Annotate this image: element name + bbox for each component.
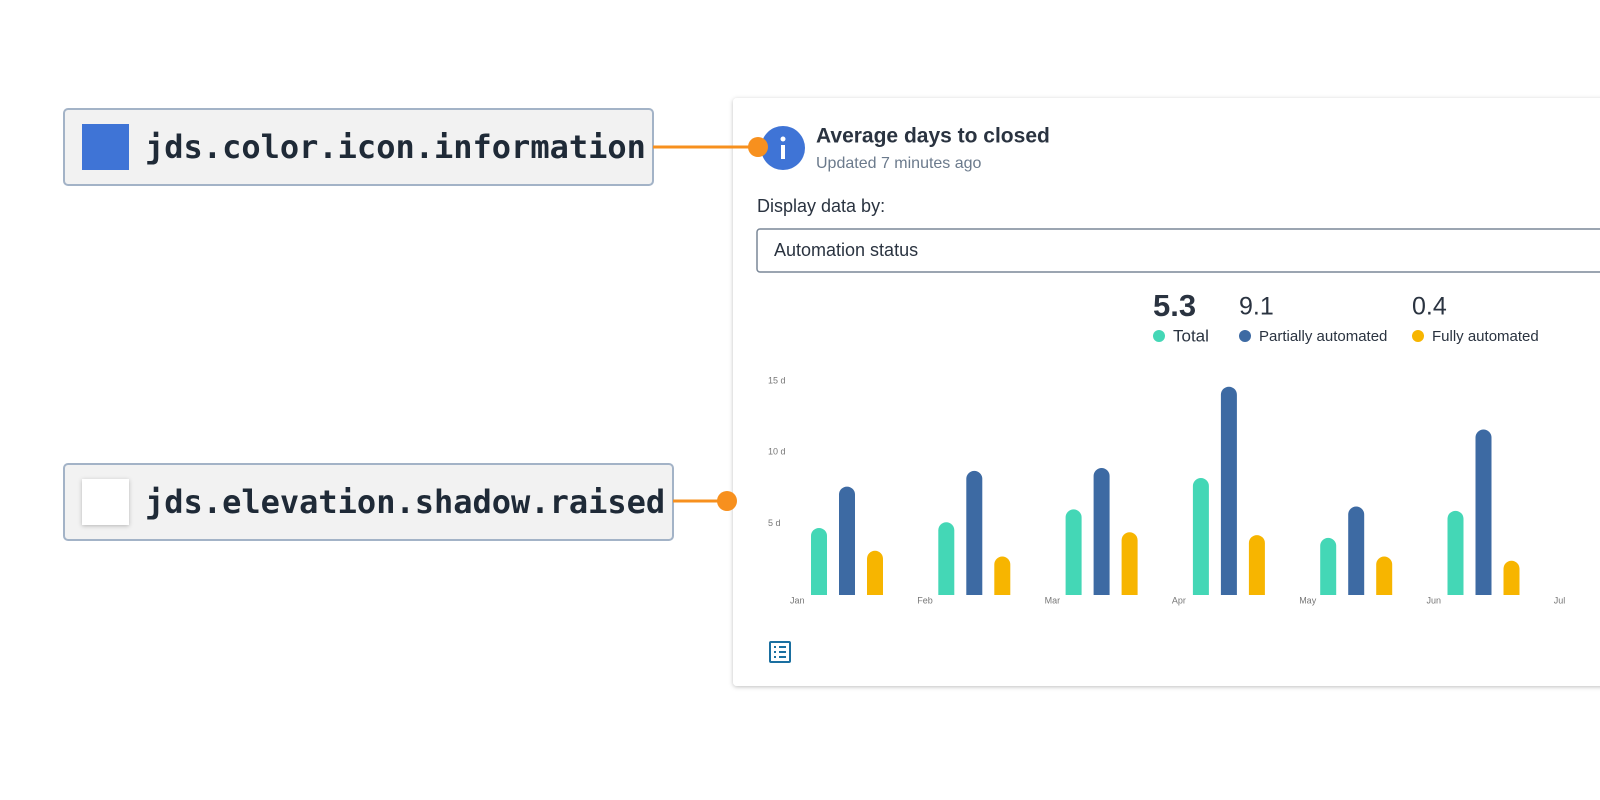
shadow-swatch [82,479,129,525]
bar [966,470,983,595]
bar [839,486,855,595]
summary-value: 5.3 [1153,288,1196,323]
x-tick-label: May [1299,595,1317,605]
y-tick-label: 10 d [768,447,786,457]
bar [1475,429,1492,595]
bar [938,522,955,595]
x-tick-label: Jul [1554,595,1566,605]
card-subtitle: Updated 7 minutes ago [816,155,982,172]
legend-label: Fully automated [1432,328,1539,345]
bar [1320,537,1337,595]
filter-select[interactable] [756,228,1600,273]
card [733,98,1600,686]
connector-dot [717,491,737,511]
bar [867,550,883,595]
legend-label: Total [1173,326,1209,345]
legend-dot [1239,330,1251,342]
connector-dot [748,137,768,157]
summary-value: 9.1 [1239,293,1274,321]
color-swatch [82,124,129,170]
summary-value: 0.4 [1412,293,1447,321]
bar [1065,509,1082,595]
bar [1348,506,1365,595]
legend-label: Partially automated [1259,328,1387,345]
bar [1447,510,1464,595]
bar [811,527,827,595]
token-label: jds.elevation.shadow.raised [145,483,665,521]
legend-dot [1153,330,1165,342]
x-tick-label: Feb [917,595,933,605]
y-tick-label: 5 d [768,518,781,528]
x-tick-label: Jun [1427,595,1442,605]
bar [1192,478,1209,595]
y-tick-label: 15 d [768,375,786,385]
info-icon-stem [781,145,785,159]
bar [1503,560,1520,595]
table-view-icon[interactable] [769,641,791,663]
card-title: Average days to closed [816,125,1050,148]
bar [1376,556,1393,595]
filter-value: Automation status [774,240,918,260]
bar [1121,532,1138,595]
token-label: jds.color.icon.information [145,128,646,166]
bar [1220,386,1237,595]
info-icon-dot [780,136,786,142]
legend-dot [1412,330,1424,342]
filter-label: Display data by: [757,196,885,216]
x-tick-label: Apr [1172,595,1186,605]
bar [1248,535,1265,595]
x-tick-label: Jan [790,595,805,605]
x-tick-label: Mar [1045,595,1061,605]
bar [994,556,1011,595]
bar [1093,468,1110,595]
